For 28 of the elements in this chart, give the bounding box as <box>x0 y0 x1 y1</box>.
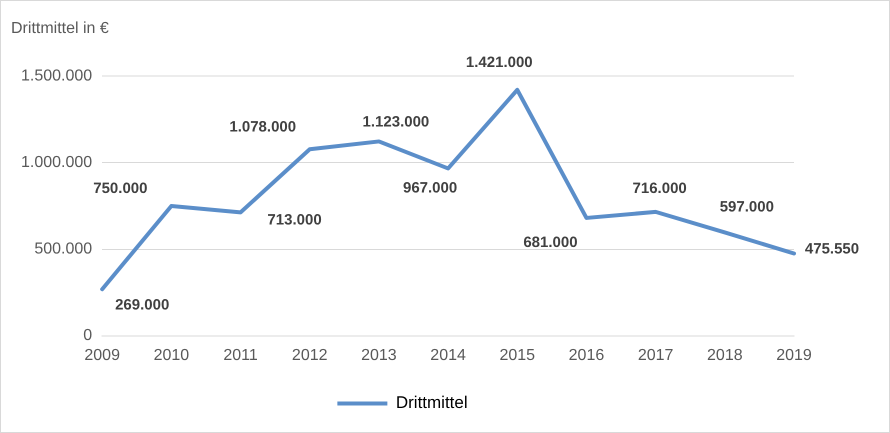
y-tick-label: 1.000.000 <box>20 154 92 172</box>
data-label: 967.000 <box>402 180 458 197</box>
x-tick-label: 2012 <box>292 346 328 364</box>
x-tick-label: 2009 <box>84 346 120 364</box>
x-tick-label: 2011 <box>223 346 258 364</box>
x-tick-label: 2010 <box>154 346 190 364</box>
x-tick-label: 2014 <box>430 346 466 364</box>
x-tick-label: 2013 <box>361 346 397 364</box>
data-label: 1.421.000 <box>466 54 533 72</box>
legend-label: Drittmittel <box>396 393 468 412</box>
data-label: 750.000 <box>93 180 148 198</box>
x-tick-label: 2015 <box>499 346 536 364</box>
data-label: 681.000 <box>523 234 578 252</box>
data-label: 1.078.000 <box>229 118 296 136</box>
y-tick-label: 1.500.000 <box>20 68 92 85</box>
data-label: 1.123.000 <box>362 114 430 131</box>
data-label: 597.000 <box>720 198 774 216</box>
y-axis-title: Drittmittel in € <box>11 20 109 38</box>
data-label: 716.000 <box>632 180 687 198</box>
data-label: 713.000 <box>267 212 322 229</box>
y-tick-label: 500.000 <box>34 240 92 258</box>
data-label: 475.550 <box>804 240 860 258</box>
y-tick-label: 0 <box>83 327 92 344</box>
x-tick-label: 2019 <box>776 346 812 364</box>
data-label: 269.000 <box>115 296 170 314</box>
x-tick-label: 2017 <box>638 346 674 364</box>
x-tick-label: 2016 <box>568 346 604 364</box>
x-tick-label: 2018 <box>707 346 743 364</box>
